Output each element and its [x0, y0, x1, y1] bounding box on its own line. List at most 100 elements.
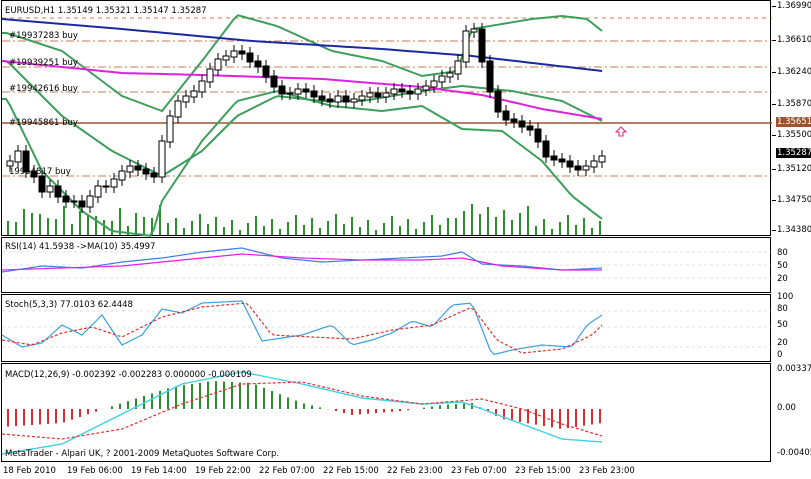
candle-body	[206, 68, 214, 83]
time-label: 19 Feb 14:00	[131, 466, 187, 476]
macd-line	[2, 371, 603, 455]
stoch-tick-label: 50	[777, 320, 788, 330]
candle-body	[582, 165, 590, 171]
rsi-tick-label: 50	[777, 261, 788, 271]
candle-body	[366, 92, 374, 98]
candle-body	[214, 58, 222, 71]
price-tick-label: 1.35870	[777, 99, 811, 109]
candle-body	[534, 128, 542, 143]
price-tick	[772, 104, 776, 105]
stoch-tick-label: 100	[777, 292, 794, 302]
time-label: 23 Feb 07:00	[451, 466, 507, 476]
candle-body	[62, 195, 70, 203]
price-tick-label: 1.36610	[777, 35, 811, 45]
stochastic-scale: 100 80 50 20 0	[772, 292, 811, 362]
candle-body	[462, 30, 470, 63]
candle-body	[246, 52, 254, 63]
time-axis: 18 Feb 2010 19 Feb 06:00 19 Feb 14:00 19…	[0, 463, 811, 479]
rsi-tick-label: 80	[777, 248, 788, 258]
candle-body	[526, 125, 534, 131]
candle-body	[78, 200, 86, 208]
macd-signal-line	[2, 381, 603, 440]
macd-pane[interactable]: MACD(12,26,9) -0.002392 -0.002283 0.0000…	[1, 363, 771, 462]
order-label-5[interactable]: 19954817 buy	[9, 167, 71, 177]
macd-canvas[interactable]	[2, 364, 772, 463]
macd-header: MACD(12,26,9) -0.002392 -0.002283 0.0000…	[5, 370, 252, 380]
candle-body	[110, 178, 118, 188]
stochastic-canvas[interactable]	[2, 295, 772, 363]
candle-body	[230, 50, 238, 58]
candle-body	[238, 50, 246, 55]
candle-body	[334, 95, 342, 103]
price-tick-label: 1.34380	[777, 225, 811, 235]
macd-tick-label: 0.00	[777, 403, 796, 413]
candle-body	[190, 90, 198, 98]
candle-body	[126, 165, 134, 173]
candle-body	[590, 160, 598, 168]
price-tick	[772, 72, 776, 73]
rsi-pane[interactable]: RSI(14) 41.5938 ->MA(10) 35.4997	[1, 237, 772, 294]
candle-body	[390, 88, 398, 95]
price-tick	[772, 6, 776, 7]
candle-body	[174, 100, 182, 118]
candle-body	[46, 185, 54, 193]
candle-body	[86, 195, 94, 208]
rsi-ma-line	[2, 253, 602, 271]
candle-body	[38, 175, 46, 193]
candle-body	[494, 90, 502, 113]
candle-body	[166, 115, 174, 143]
time-label: 22 Feb 07:00	[259, 466, 315, 476]
price-tick-label: 1.36240	[777, 67, 811, 77]
price-chart-canvas[interactable]	[2, 1, 772, 237]
candle-body	[262, 65, 270, 78]
fast-moving-average	[2, 60, 603, 120]
candle-body	[350, 98, 358, 103]
candle-body	[454, 60, 462, 75]
stochastic-pane[interactable]: Stoch(5,3,3) 77.0103 62.4448	[1, 294, 772, 363]
candle-body	[14, 150, 22, 163]
candle-body	[566, 160, 574, 168]
candle-body	[94, 185, 102, 198]
candle-body	[142, 168, 150, 175]
order-label-2[interactable]: #19939251 buy	[9, 58, 78, 68]
candle-body	[470, 28, 478, 33]
time-label: 23 Feb 23:00	[579, 466, 635, 476]
candle-body	[150, 172, 158, 178]
candle-body	[270, 75, 278, 88]
price-scale[interactable]: 1.36990 1.36610 1.36240 1.35870 1.35500 …	[772, 0, 811, 236]
stoch-main-line	[2, 300, 603, 356]
rsi-line	[2, 247, 603, 273]
candle-body	[502, 110, 510, 121]
candle-body	[30, 170, 38, 178]
candle-body	[134, 165, 142, 171]
order-label-4[interactable]: #19945861 buy	[9, 118, 78, 128]
candle-body	[374, 92, 382, 98]
candle-body	[430, 80, 438, 88]
price-tick	[772, 200, 776, 201]
price-tick	[772, 40, 776, 41]
candle-body	[254, 60, 262, 68]
price-tick	[772, 230, 776, 231]
candle-body	[318, 95, 326, 101]
rsi-canvas[interactable]	[2, 238, 772, 294]
candle-body	[438, 75, 446, 83]
order-label-1[interactable]: #19937283 buy	[9, 31, 78, 41]
price-chart-pane[interactable]: EURUSD,H1 1.35149 1.35321 1.35147 1.3528…	[1, 0, 772, 237]
candle-body	[6, 160, 14, 167]
price-tick-label: 1.35500	[777, 130, 811, 140]
candle-body	[358, 95, 366, 101]
order-label-3[interactable]: #19942616 buy	[9, 84, 78, 94]
candle-body	[558, 158, 566, 163]
candle-body	[118, 170, 126, 181]
candle-body	[294, 88, 302, 95]
candle-body	[102, 185, 110, 188]
stoch-tick-label: 80	[777, 304, 788, 314]
bollinger-upper	[2, 14, 603, 113]
candle-body	[550, 155, 558, 161]
candle-body	[518, 120, 526, 128]
stoch-tick-label: 0	[777, 350, 783, 360]
price-tick-label: 1.34750	[777, 195, 811, 205]
candle-body	[446, 72, 454, 78]
